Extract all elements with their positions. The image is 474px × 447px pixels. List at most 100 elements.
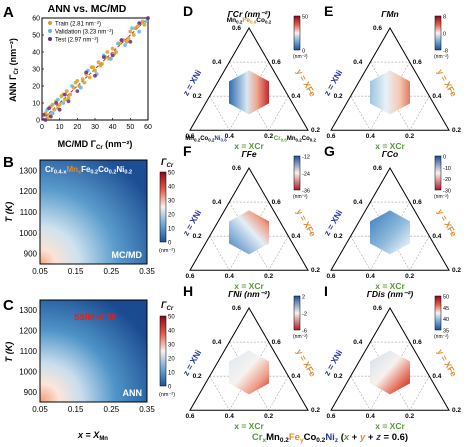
scatter-point <box>75 89 80 93</box>
colorbar-tick-label: -12 <box>302 155 310 161</box>
ternary-triangle <box>330 306 450 411</box>
ternary-tick-label: 0.4 <box>366 273 375 280</box>
ternary-tick-label: 0.2 <box>405 413 414 420</box>
scatter-point <box>70 84 74 88</box>
x-axis-label: x = XCr <box>234 281 264 291</box>
x-tick-label: 40 <box>109 124 117 131</box>
colorbar <box>434 155 442 191</box>
y-axis-label: T (K) <box>4 202 14 223</box>
ternary-tick-label: 0.2 <box>405 133 414 140</box>
scatter-point <box>61 101 66 105</box>
scatter-point <box>43 118 48 122</box>
panel-letter: G <box>324 143 335 159</box>
ternary-tick-label: 0.4 <box>353 199 362 206</box>
colorbar-tick-label: 8 <box>443 15 446 21</box>
colorbar-unit: (nm⁻²) <box>434 194 449 200</box>
scatter-point <box>133 26 138 31</box>
scatter-points <box>41 16 150 122</box>
colorbar-tick-label: 10 <box>168 371 175 377</box>
x-axis-label: x = XCr <box>234 141 264 151</box>
colorbar-tick-label: -20 <box>443 177 451 183</box>
panel-f: 0.20.60.20.40.40.40.60.20.6z = XNi y = XF… <box>181 143 321 291</box>
y-tick-label: 40 <box>32 50 40 57</box>
ternary-data-region <box>229 210 269 255</box>
ternary-tick-label: 0.4 <box>291 93 300 100</box>
colorbar-tick-labels: 50 40 30 20 10 0 <box>168 171 175 247</box>
ternary-panels: 0.20.60.20.40.40.40.60.20.6z = XNi y = XF… <box>181 3 462 431</box>
colorbar-tick-label: -30 <box>443 189 451 195</box>
panel-letter: E <box>324 3 333 19</box>
scatter-point <box>131 33 136 37</box>
method-label: ANN <box>123 388 143 398</box>
ternary-tick-label: 0.4 <box>212 339 221 346</box>
panel-i: 0.20.60.20.40.40.40.60.20.6z = XNi y = XF… <box>322 283 462 431</box>
ternary-tick-label: 0.4 <box>291 233 300 240</box>
colorbar-unit: (nm⁻²) <box>434 54 449 60</box>
grid-line <box>350 96 371 131</box>
panel-letter: D <box>183 3 193 19</box>
ternary-data-region <box>370 70 410 115</box>
colorbar <box>159 171 167 243</box>
grid-line <box>409 96 430 131</box>
y-tick-label: 1000 <box>19 229 37 238</box>
ternary-tick-label: 0.2 <box>452 407 461 414</box>
scatter-point <box>68 92 73 97</box>
scatter-point <box>123 43 127 48</box>
composition-label: Cr0.4-xMnxFe0.2Co0.2Ni0.2 <box>45 165 132 176</box>
x-tick-labels: 0.05 0.15 0.25 0.35 <box>32 405 155 414</box>
y-tick-label: 1100 <box>20 208 38 217</box>
x-tick-label: 50 <box>126 124 134 131</box>
ternary-tick-label: 0.2 <box>452 267 461 274</box>
grid-line <box>350 236 371 271</box>
ternary-tick-label: 0.6 <box>373 305 382 312</box>
panel-e: 0.20.60.20.40.40.40.60.20.6z = XNi y = XF… <box>322 3 462 151</box>
y-axis-label: T (K) <box>4 342 14 363</box>
scatter-point <box>93 73 97 78</box>
x-tick-label: 30 <box>91 124 99 131</box>
colorbar-tick-label: 35 <box>443 329 449 335</box>
x-tick-label: 0.15 <box>68 405 84 414</box>
ternary-tick-label: 0.6 <box>326 413 335 420</box>
ternary-tick-label: 0.6 <box>232 25 241 32</box>
panel-title: ANN vs. MC/MD <box>48 3 127 15</box>
colorbar-unit: (nm⁻²) <box>293 54 308 60</box>
ternary-tick-label: 0.2 <box>193 233 202 240</box>
scatter-point <box>116 41 120 46</box>
ternary-tick-label: 0.4 <box>212 59 221 66</box>
scatter-point <box>109 56 113 61</box>
ternary-tick-label: 0.2 <box>334 373 343 380</box>
y-tick-label: 900 <box>24 388 38 397</box>
ternary-tick-label: 0.4 <box>212 199 221 206</box>
panel-g: 0.20.60.20.40.40.40.60.20.6z = XNi y = XF… <box>322 143 462 291</box>
ternary-tick-label: 0.6 <box>185 413 194 420</box>
y-tick-label: 1100 <box>20 347 38 356</box>
y-tick-labels: 0 10 20 30 40 50 60 <box>32 16 44 125</box>
ternary-tick-label: 0.6 <box>326 133 335 140</box>
legend: Train (2.81 nm⁻²) Validation (3.23 nm⁻²)… <box>48 21 113 44</box>
panel-letter: I <box>324 283 328 299</box>
ternary-tick-label: 0.6 <box>413 59 422 66</box>
ternary-tick-label: 0.4 <box>353 339 362 346</box>
scatter-point <box>96 60 101 65</box>
scatter-point <box>110 46 115 51</box>
panel-letter: H <box>183 283 193 299</box>
legend-label-test: Test (2.97 nm⁻²) <box>55 38 99 44</box>
scatter-point <box>98 63 103 68</box>
grid-line <box>268 236 289 271</box>
scatter-point <box>137 21 142 25</box>
colorbar-tick-label: 10 <box>168 227 175 233</box>
ternary-tick-label: 0.2 <box>334 233 343 240</box>
panel-letter: C <box>3 297 14 314</box>
legend-marker-train <box>48 21 52 25</box>
scatter-point <box>137 29 142 34</box>
colorbar-tick-label: 45 <box>443 306 449 312</box>
colorbar-tick-label: 30 <box>168 199 175 205</box>
panel-title: ΓDis (nm⁻²) <box>367 289 414 299</box>
x-tick-label: 20 <box>73 124 81 131</box>
x-tick-labels: 0 10 20 30 40 50 60 <box>40 118 152 131</box>
scatter-point <box>63 97 67 102</box>
panel-d: 0.20.60.20.40.40.40.60.20.6z = XNi y = XF… <box>181 3 321 151</box>
scatter-point <box>128 39 133 44</box>
scatter-point <box>66 96 71 100</box>
